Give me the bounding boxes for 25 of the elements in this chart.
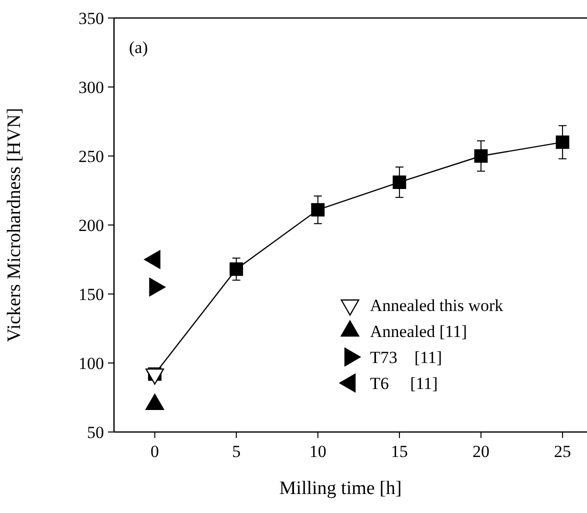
x-tick-label: 0 [150, 442, 160, 461]
y-tick-label: 100 [78, 354, 104, 373]
y-tick-label: 350 [78, 9, 104, 28]
x-axis-title: Milling time [h] [279, 478, 402, 499]
x-tick-label: 20 [472, 442, 490, 461]
x-tick-label: 15 [390, 442, 408, 461]
y-tick-label: 50 [87, 423, 104, 442]
legend-label: T6 [11] [370, 374, 438, 393]
point [392, 175, 406, 189]
y-tick-label: 250 [78, 147, 104, 166]
annotation: (a) [129, 38, 148, 57]
y-tick-label: 300 [78, 78, 104, 97]
legend-label: T73 [11] [370, 348, 442, 367]
point [230, 262, 244, 276]
legend-label: Annealed this work [370, 296, 504, 315]
x-tick-label: 25 [554, 442, 572, 461]
y-tick-label: 200 [78, 216, 104, 235]
point [474, 149, 488, 163]
x-tick-label: 5 [232, 442, 241, 461]
legend-label: Annealed [11] [370, 322, 468, 341]
point [556, 135, 570, 149]
point [311, 203, 325, 217]
x-tick-label: 10 [309, 442, 326, 461]
y-axis-title: Vickers Microhardness [HVN] [4, 108, 25, 342]
y-tick-label: 150 [78, 285, 104, 304]
